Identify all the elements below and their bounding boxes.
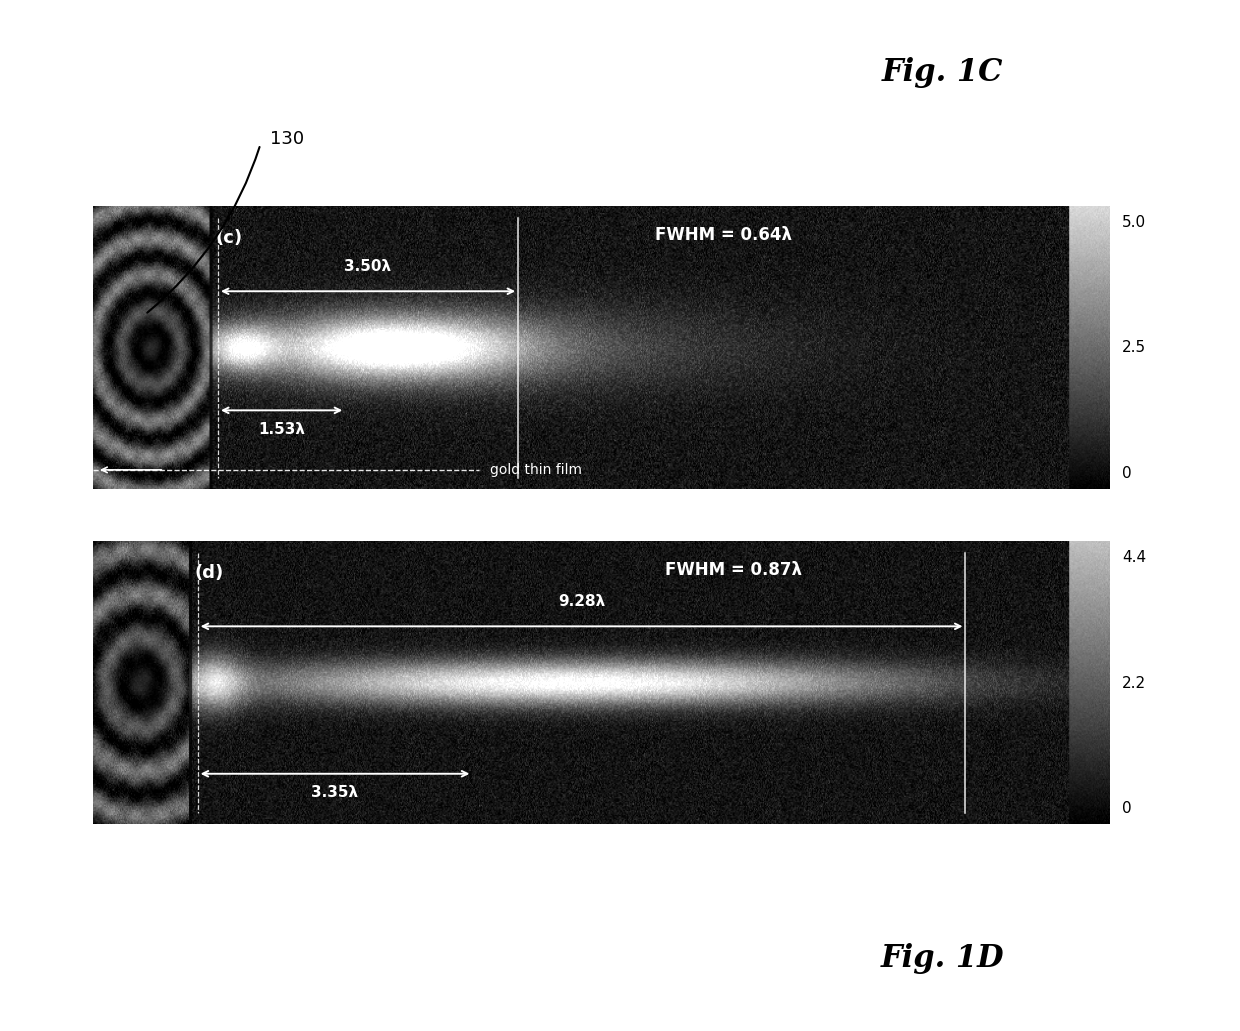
Text: 9.28λ: 9.28λ [558,594,605,609]
Text: FWHM = 0.87λ: FWHM = 0.87λ [665,561,802,579]
Text: 2.5: 2.5 [1122,340,1146,356]
Text: Fig. 1D: Fig. 1D [880,943,1004,974]
Text: (d): (d) [195,564,224,581]
Text: 0: 0 [1122,801,1132,817]
Text: 130: 130 [270,130,305,148]
Text: 1.53λ: 1.53λ [258,422,305,437]
Text: FWHM = 0.64λ: FWHM = 0.64λ [655,226,792,244]
Text: 2.2: 2.2 [1122,675,1146,691]
Text: 4.4: 4.4 [1122,550,1146,565]
Text: Fig. 1C: Fig. 1C [882,57,1003,88]
Text: 3.35λ: 3.35λ [311,786,358,800]
Text: 5.0: 5.0 [1122,214,1146,230]
Text: 3.50λ: 3.50λ [345,259,392,274]
Text: (c): (c) [215,229,242,246]
Text: gold thin film: gold thin film [490,463,582,477]
Text: 0: 0 [1122,466,1132,481]
